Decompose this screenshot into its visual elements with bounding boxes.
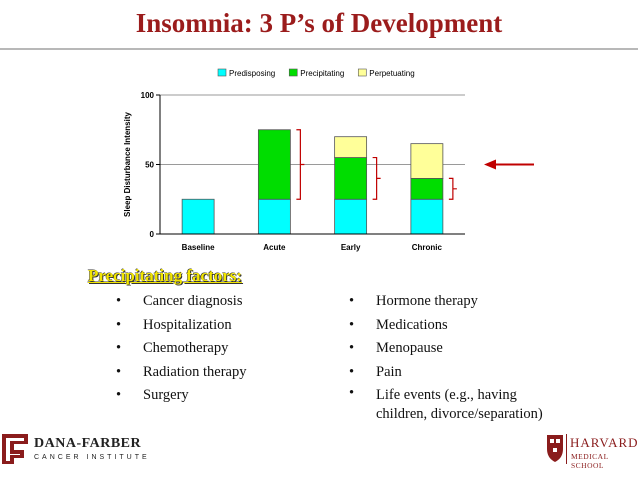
bar-perpetuating-chronic xyxy=(410,143,444,179)
bullet-icon: • xyxy=(349,316,355,333)
slide-title: Insomnia: 3 P’s of Development xyxy=(135,8,503,38)
bullet-icon: • xyxy=(116,316,122,333)
factor-text: Pain xyxy=(376,363,402,380)
chart-axes xyxy=(156,94,465,235)
factor-item: • Surgery xyxy=(116,384,246,408)
bullet-icon: • xyxy=(116,387,122,403)
factor-text-line: Life events (e.g., having xyxy=(376,387,517,403)
stacked-bar-chart: Predisposing Precipitating Perpetuating Ba… xyxy=(123,68,534,252)
factor-text: Medications xyxy=(376,316,448,333)
bracket-chronic xyxy=(448,177,457,200)
left-factor-list: • Cancer diagnosis • Hospitalization • Chemot… xyxy=(116,290,246,408)
bullet-icon: • xyxy=(116,363,122,380)
dana-farber-subtitle: CANCER INSTITUTE xyxy=(34,454,150,461)
chart-ticks: Baseline Acute Early Chronic 0 50 100 Sleep Dis… xyxy=(123,91,443,252)
legend-label: Precipitating xyxy=(300,69,344,78)
precipitating-factors-heading: Precipitating factors: xyxy=(88,266,243,285)
bullet-icon: • xyxy=(349,385,355,401)
factor-text: Menopause xyxy=(376,340,443,356)
bar-perpetuating-early xyxy=(334,136,368,158)
factor-item: • Chemotherapy xyxy=(116,337,246,361)
legend-label: Predisposing xyxy=(229,69,275,78)
factor-item: • Radiation therapy xyxy=(116,361,246,385)
factor-item: • Hospitalization xyxy=(116,314,246,338)
harvard-name: HARVARD xyxy=(570,435,638,450)
factor-text-line: children, divorce/separation) xyxy=(376,406,543,422)
harvard-shield-icon xyxy=(547,435,563,462)
bar-predisposing-acute xyxy=(257,198,291,235)
factor-text: Cancer diagnosis xyxy=(143,293,243,309)
y-tick-label: 50 xyxy=(145,161,154,170)
bar-predisposing-chronic xyxy=(410,198,444,235)
x-tick-label: Acute xyxy=(263,243,286,252)
legend-swatch xyxy=(357,68,367,77)
chart-annotations xyxy=(296,129,534,200)
y-tick-label: 100 xyxy=(141,91,155,100)
legend-swatch xyxy=(288,68,298,77)
factor-text: Radiation therapy xyxy=(143,363,247,380)
bar-precipitating-acute xyxy=(257,129,291,200)
right-factor-list: • Hormone therapy • Medications • Menopause • P… xyxy=(349,290,609,424)
bullet-icon: • xyxy=(116,293,122,309)
bullet-icon: • xyxy=(349,340,355,356)
factor-text: Chemotherapy xyxy=(143,340,229,356)
factor-text: Surgery xyxy=(143,387,189,403)
x-tick-label: Early xyxy=(341,243,361,252)
factor-item: • Menopause xyxy=(349,337,609,361)
x-tick-label: Chronic xyxy=(412,243,443,252)
factor-item: • Medications xyxy=(349,314,609,338)
title-divider xyxy=(0,48,638,50)
legend-swatch xyxy=(217,68,227,77)
bullet-icon: • xyxy=(349,293,355,309)
bracket-early xyxy=(372,156,381,200)
factor-text: Hospitalization xyxy=(143,316,232,333)
bullet-icon: • xyxy=(349,363,355,380)
factor-item: • Pain xyxy=(349,361,609,385)
bar-predisposing-baseline xyxy=(181,198,215,235)
harvard-logo-divider xyxy=(566,434,567,464)
bar-precipitating-early xyxy=(334,157,368,200)
y-axis-title: Sleep Disturbance Intensity xyxy=(123,111,132,216)
y-tick-label: 0 xyxy=(150,230,155,239)
bracket-acute xyxy=(296,129,305,200)
chart-legend: Predisposing Precipitating Perpetuating xyxy=(217,68,415,78)
chart-bars xyxy=(181,129,444,235)
x-tick-label: Baseline xyxy=(182,243,215,252)
factor-text: Hormone therapy xyxy=(376,293,478,309)
factor-item: • Life events (e.g., having children, divo… xyxy=(349,384,609,424)
legend-label: Perpetuating xyxy=(369,69,414,78)
bar-precipitating-chronic xyxy=(410,178,444,200)
dana-farber-logo-icon xyxy=(2,434,28,464)
factor-item: • Hormone therapy xyxy=(349,290,609,314)
bullet-icon: • xyxy=(116,340,122,356)
left-arrow-icon xyxy=(484,159,496,170)
harvard-subtitle: MEDICAL SCHOOL xyxy=(571,452,609,470)
dana-farber-name: DANA-FARBER xyxy=(34,436,142,451)
factor-item: • Cancer diagnosis xyxy=(116,290,246,314)
bar-predisposing-early xyxy=(334,198,368,235)
